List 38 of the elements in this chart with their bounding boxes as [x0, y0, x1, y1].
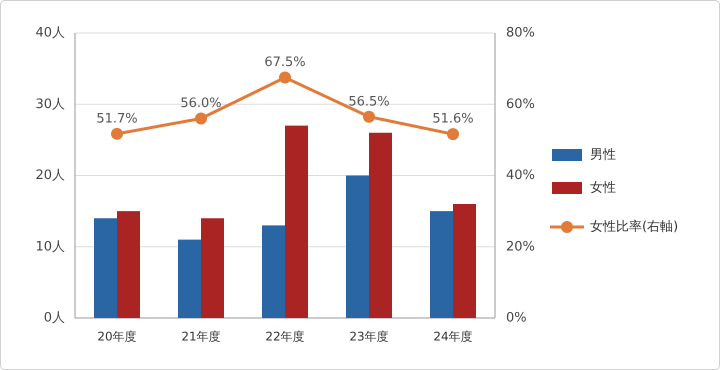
bar	[94, 218, 117, 318]
legend-label: 女性	[590, 180, 616, 196]
point	[279, 72, 291, 84]
y-tick-label: 0人	[44, 310, 65, 326]
y2-tick-label: 60%	[506, 96, 535, 112]
bar	[178, 240, 201, 318]
x-tick-label: 20年度	[97, 329, 137, 344]
point	[447, 128, 459, 140]
bar	[201, 218, 224, 318]
x-tick-label: 24年度	[433, 329, 473, 344]
bar	[346, 176, 369, 318]
y2-tick-label: 0%	[506, 310, 527, 326]
x-tick-label: 21年度	[181, 329, 221, 344]
data-label: 56.0%	[180, 96, 222, 112]
x-tick-label: 23年度	[349, 329, 389, 344]
legend-label: 女性比率(右軸)	[590, 218, 678, 235]
bar	[369, 132, 392, 318]
point	[363, 110, 375, 123]
y2-tick-label: 20%	[506, 239, 535, 254]
y-tick-label: 30人	[35, 96, 65, 112]
y-tick-label: 40人	[35, 26, 65, 41]
bar	[117, 211, 140, 318]
y-tick-label: 20人	[35, 168, 65, 184]
point	[111, 128, 123, 140]
y-tick-label: 10人	[35, 239, 65, 254]
data-label: 67.5%	[264, 55, 306, 70]
point	[195, 112, 207, 124]
bar	[285, 126, 308, 318]
y2-tick-label: 80%	[506, 26, 535, 41]
data-label: 51.6%	[432, 112, 474, 127]
y2-tick-label: 40%	[506, 168, 535, 184]
bar	[430, 211, 453, 318]
bar	[262, 225, 285, 318]
x-tick-label: 22年度	[265, 329, 305, 344]
bar	[453, 204, 476, 318]
data-label: 51.7%	[96, 111, 138, 126]
data-label: 56.5%	[348, 94, 390, 110]
legend-label: 男性	[590, 148, 616, 163]
